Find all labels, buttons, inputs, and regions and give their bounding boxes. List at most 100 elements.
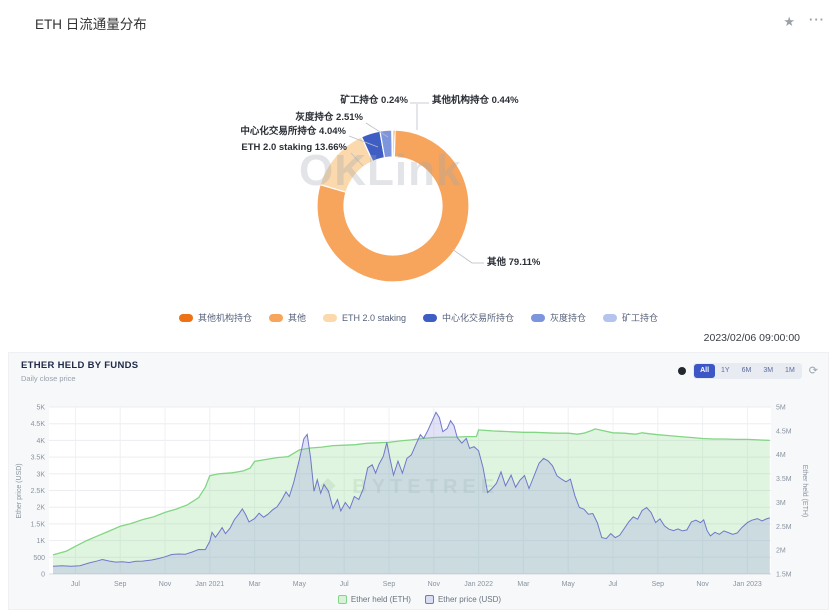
x-tick: Nov [696,581,709,588]
page-title: ETH 日流通量分布 [35,17,147,32]
bytetree-watermark: ❖ BYTETREE [319,476,499,498]
x-tick: Jan 2022 [464,581,493,588]
chart-options-dot-icon[interactable] [678,367,687,375]
y-left-axis-title: Ether price (USD) [16,463,23,518]
legend-swatch-icon [424,595,434,604]
x-tick: Nov [428,581,441,588]
y-left-tick: 3.5K [31,455,46,462]
y-left-tick: 1K [36,538,45,545]
donut-annotation: 中心化交易所持仓 4.04% [240,126,346,137]
donut-legend-item[interactable]: 矿工持仓 [603,311,658,324]
x-tick: Mar [249,581,262,588]
y-right-tick: 2.5M [776,524,792,531]
price-area [53,412,770,574]
funds-legend-item: Ether price (USD) [424,595,502,604]
funds-chart-panel: ETHER HELD BY FUNDS Daily close price Al… [8,352,829,610]
legend-swatch-icon [268,313,283,322]
legend-swatch-icon [322,313,337,322]
legend-label: 矿工持仓 [622,313,659,323]
legend-swatch-icon [423,313,437,322]
y-right-tick: 4M [776,452,786,459]
funds-legend-item: Ether held (ETH) [337,595,411,604]
x-tick: Sep [652,581,665,588]
funds-chart-controls: All 1Y 6M 3M 1M ⟳ [678,363,818,379]
y-left-tick: 3K [36,471,45,478]
y-left-tick: 500 [33,555,45,562]
funds-chart-legend: Ether held (ETH) Ether price (USD) [9,595,830,604]
legend-label: 其他机构持仓 [197,313,252,323]
legend-label: Ether price (USD) [437,595,502,604]
x-tick: May [562,581,576,588]
y-left-tick: 2K [36,505,45,512]
funds-chart-title: ETHER HELD BY FUNDS [21,360,139,371]
legend-swatch-icon [337,595,347,604]
x-tick: Sep [114,581,127,588]
x-tick: Sep [383,581,396,588]
x-tick: Nov [159,581,172,588]
donut-legend-item[interactable]: 其他 [268,311,306,324]
range-button-1m[interactable]: 1M [785,367,795,374]
funds-area-chart[interactable]: ❖ BYTETREE 5K 4.5K 4K 3.5K 3K 2.5K 2K 1.5K 1K 500 0… [9,389,830,594]
donut-slice-2[interactable] [316,129,470,283]
y-left-tick: 4.5K [31,421,46,428]
donut-legend-item[interactable]: ETH 2.0 staking [322,311,406,324]
price-line [52,411,770,567]
y-left-tick: 2.5K [31,488,46,495]
range-button-all[interactable]: All [694,364,716,378]
donut-legend-item[interactable]: 灰度持仓 [531,311,586,324]
y-right-axis-title: Ether held (ETH) [801,465,808,518]
range-button-3m[interactable]: 3M [763,367,774,374]
legend-label: ETH 2.0 staking [341,312,406,323]
y-left-tick: 1.5K [31,521,46,528]
donut-chart[interactable] [0,0,837,352]
x-tick: Jul [340,581,349,588]
donut-annotation: 其他 79.11% [487,257,541,268]
y-right-tick: 2M [776,548,786,555]
legend-label: 其他 [287,313,306,323]
annotation-leader-line [350,152,364,167]
held-area [53,428,770,574]
favorite-star-icon[interactable]: ★ [783,14,795,29]
snapshot-timestamp: 2023/02/06 09:00:00 [703,332,800,344]
donut-slice-6[interactable] [391,129,394,158]
y-left-tick: 4K [36,438,45,445]
x-tick: May [293,581,307,588]
annotation-leader-line [365,122,389,138]
y-left-tick: 0 [41,572,45,579]
y-right-tick: 1.5M [776,572,792,579]
annotation-leader-line [451,248,473,264]
y-right-tick: 3.5M [776,476,792,483]
legend-swatch-icon [178,313,193,322]
donut-legend: 其他机构持仓 其他 ETH 2.0 staking 中心化交易所持仓 灰度持仓 矿工持仓 [0,311,837,324]
held-line [52,428,770,556]
donut-annotation: 其他机构持仓 0.44% [432,95,519,106]
range-button-1y[interactable]: 1Y [721,367,730,374]
range-button-6m[interactable]: 6M [741,367,752,374]
donut-legend-item[interactable]: 其他机构持仓 [178,311,252,324]
x-tick: Jan 2021 [195,581,224,588]
legend-label: Ether held (ETH) [350,595,411,604]
donut-annotation: ETH 2.0 staking 13.66% [241,142,347,153]
funds-chart-subtitle: Daily close price [21,374,76,383]
more-options-icon[interactable]: ··· [809,12,825,27]
donut-annotation: 灰度持仓 2.51% [295,112,363,123]
legend-label: 灰度持仓 [550,313,587,323]
donut-chart-card: ETH 日流通量分布 ★ ··· OKLink 矿工持仓 0.24% 其他机构持仓… [0,0,837,352]
annotation-leader-line [348,135,379,148]
time-range-selector: All 1Y 6M 3M 1M [693,363,802,379]
y-right-tick: 5M [776,405,786,412]
x-tick: Jul [71,581,80,588]
legend-label: 中心化交易所持仓 [442,313,515,323]
x-tick: Mar [517,581,530,588]
x-tick: Jul [609,581,618,588]
refresh-icon[interactable]: ⟳ [808,364,818,377]
legend-swatch-icon [603,313,618,322]
x-tick: Jan 2023 [733,581,762,588]
donut-legend-item[interactable]: 中心化交易所持仓 [423,311,514,324]
y-right-tick: 4.5M [776,428,792,435]
legend-swatch-icon [531,313,546,322]
y-right-tick: 3M [776,500,786,507]
y-left-tick: 5K [36,405,45,412]
donut-annotation: 矿工持仓 0.24% [340,95,408,106]
